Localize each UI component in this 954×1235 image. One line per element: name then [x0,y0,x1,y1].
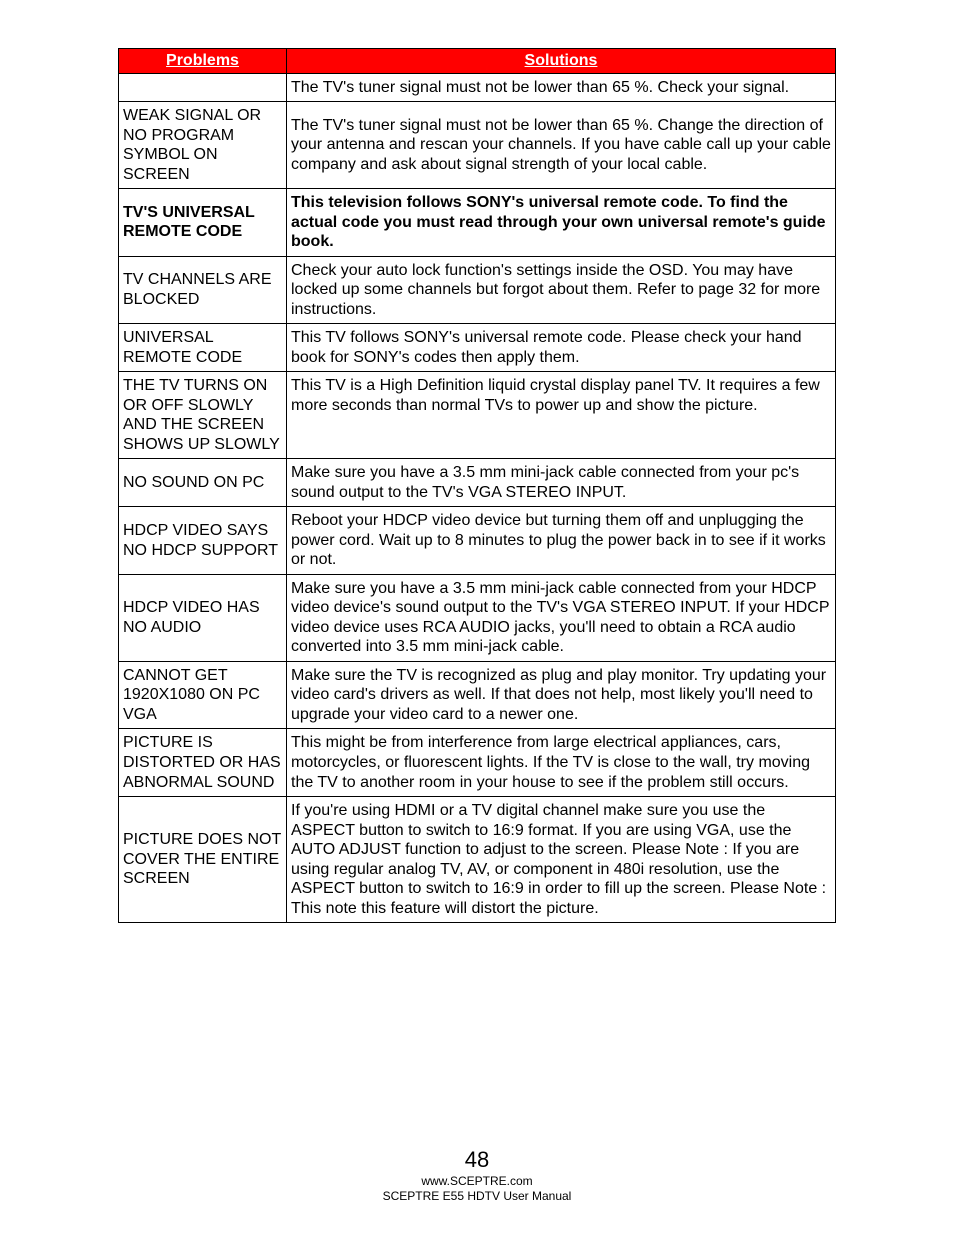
table-row: WEAK SIGNAL OR NO PROGRAM SYMBOL ON SCRE… [119,102,836,189]
solution-cell: If you're using HDMI or a TV digital cha… [287,797,836,923]
page-number: 48 [0,1147,954,1173]
table-row: TV CHANNELS ARE BLOCKEDCheck your auto l… [119,256,836,324]
footer-url: www.SCEPTRE.com [0,1174,954,1190]
solution-cell: This TV is a High Definition liquid crys… [287,372,836,459]
problem-cell: UNIVERSAL REMOTE CODE [119,324,287,372]
solution-cell: Make sure you have a 3.5 mm mini-jack ca… [287,574,836,661]
problem-cell: HDCP VIDEO HAS NO AUDIO [119,574,287,661]
table-row: PICTURE DOES NOT COVER THE ENTIRE SCREEN… [119,797,836,923]
table-row: THE TV TURNS ON OR OFF SLOWLY AND THE SC… [119,372,836,459]
solution-cell: Make sure the TV is recognized as plug a… [287,661,836,729]
table-row: UNIVERSAL REMOTE CODEThis TV follows SON… [119,324,836,372]
table-row: HDCP VIDEO SAYS NO HDCP SUPPORTReboot yo… [119,507,836,575]
solution-cell: Reboot your HDCP video device but turnin… [287,507,836,575]
problem-cell: HDCP VIDEO SAYS NO HDCP SUPPORT [119,507,287,575]
solution-cell: Make sure you have a 3.5 mm mini-jack ca… [287,459,836,507]
solution-cell: The TV's tuner signal must not be lower … [287,73,836,102]
solution-cell: Check your auto lock function's settings… [287,256,836,324]
document-page: Problems Solutions The TV's tuner signal… [0,0,954,1235]
table-row: HDCP VIDEO HAS NO AUDIOMake sure you hav… [119,574,836,661]
table-row: TV'S UNIVERSAL REMOTE CODEThis televisio… [119,189,836,257]
solution-cell: This might be from interference from lar… [287,729,836,797]
table-row: The TV's tuner signal must not be lower … [119,73,836,102]
problem-cell: TV'S UNIVERSAL REMOTE CODE [119,189,287,257]
solution-cell: The TV's tuner signal must not be lower … [287,102,836,189]
problem-cell: CANNOT GET 1920X1080 ON PC VGA [119,661,287,729]
table-row: NO SOUND ON PCMake sure you have a 3.5 m… [119,459,836,507]
problem-cell: PICTURE IS DISTORTED OR HAS ABNORMAL SOU… [119,729,287,797]
footer-manual-title: SCEPTRE E55 HDTV User Manual [0,1189,954,1205]
table-header-row: Problems Solutions [119,49,836,74]
header-problems: Problems [119,49,287,74]
problem-cell: THE TV TURNS ON OR OFF SLOWLY AND THE SC… [119,372,287,459]
problem-cell: PICTURE DOES NOT COVER THE ENTIRE SCREEN [119,797,287,923]
solution-cell: This television follows SONY's universal… [287,189,836,257]
problem-cell: TV CHANNELS ARE BLOCKED [119,256,287,324]
table-row: PICTURE IS DISTORTED OR HAS ABNORMAL SOU… [119,729,836,797]
troubleshooting-table: Problems Solutions The TV's tuner signal… [118,48,836,923]
solution-cell: This TV follows SONY's universal remote … [287,324,836,372]
header-solutions: Solutions [287,49,836,74]
page-footer: 48 www.SCEPTRE.com SCEPTRE E55 HDTV User… [0,1147,954,1205]
problem-cell: NO SOUND ON PC [119,459,287,507]
table-row: CANNOT GET 1920X1080 ON PC VGAMake sure … [119,661,836,729]
problem-cell [119,73,287,102]
problem-cell: WEAK SIGNAL OR NO PROGRAM SYMBOL ON SCRE… [119,102,287,189]
